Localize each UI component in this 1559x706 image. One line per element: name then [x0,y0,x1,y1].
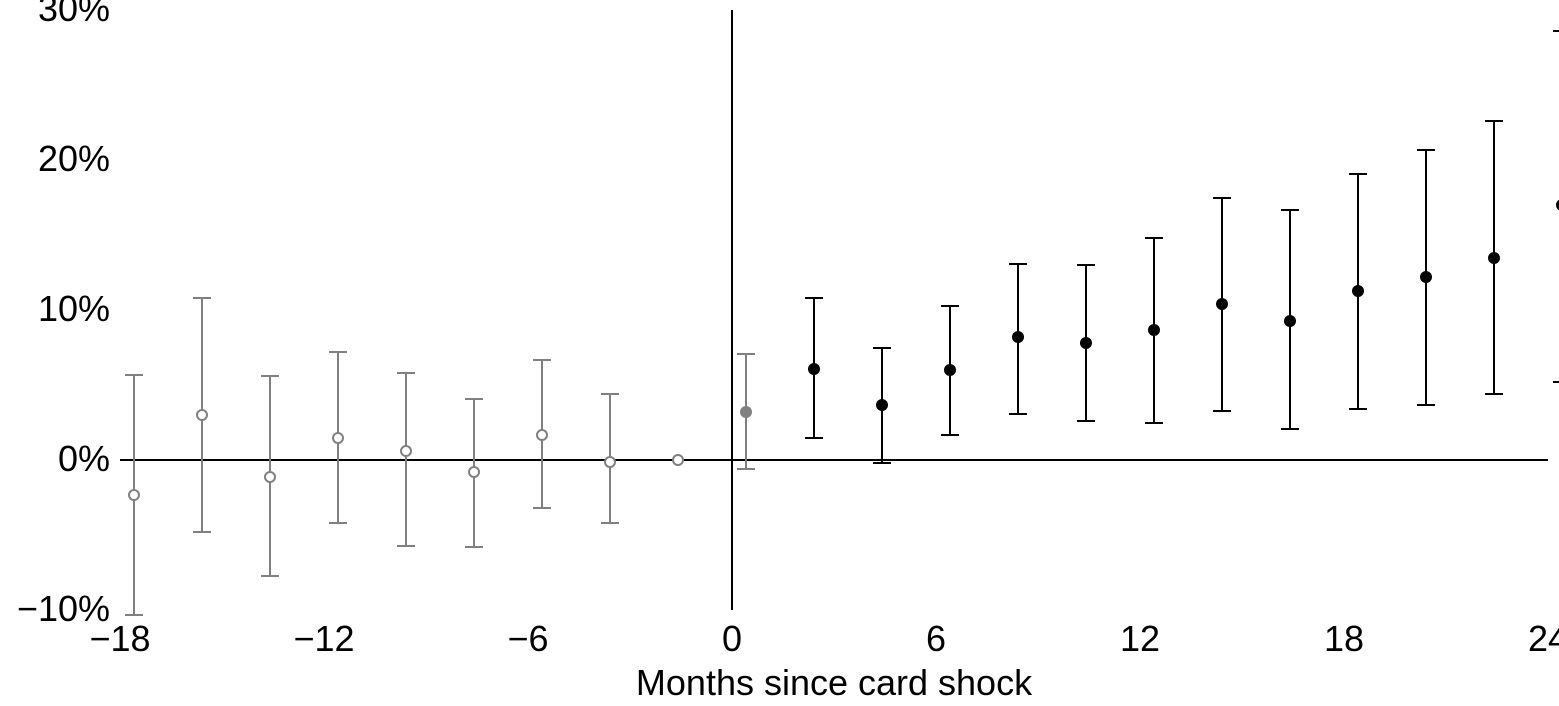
error-bar-cap [737,353,755,355]
error-bar-cap [329,351,347,353]
data-point [536,429,548,441]
data-point [944,364,956,376]
error-bar-cap [125,614,143,616]
data-point [740,406,752,418]
error-bar-cap [1281,428,1299,430]
data-point [468,466,480,478]
error-bar-cap [465,398,483,400]
error-bar-cap [941,434,959,436]
x-axis-label: Months since card shock [534,662,1134,704]
error-bar-cap [1349,408,1367,410]
error-bar-cap [1077,420,1095,422]
data-point [400,445,412,457]
data-point [672,454,684,466]
y-zero-line [120,459,1548,461]
error-bar-cap [329,522,347,524]
error-bar-cap [261,375,279,377]
error-bar-cap [1281,209,1299,211]
error-bar-cap [601,393,619,395]
data-point [1080,337,1092,349]
error-bar-cap [1417,404,1435,406]
error-bar-cap [397,372,415,374]
y-tick-label: 0% [58,438,110,480]
error-bar-cap [873,462,891,464]
data-point [264,471,276,483]
error-bar-cap [1417,149,1435,151]
error-bar-cap [1349,173,1367,175]
error-bar-cap [1009,263,1027,265]
error-bar-cap [873,347,891,349]
error-bar-cap [1145,237,1163,239]
data-point [1148,324,1160,336]
error-bar-cap [261,575,279,577]
x-tick-label: −6 [478,618,578,660]
data-point [876,399,888,411]
data-point [1012,331,1024,343]
error-bar [405,373,407,546]
y-tick-label: 10% [38,288,110,330]
data-point [808,363,820,375]
x-tick-label: 18 [1294,618,1394,660]
error-bar-cap [533,359,551,361]
error-bar-cap [1485,120,1503,122]
error-bar-cap [193,297,211,299]
x-tick-label: −18 [70,618,170,660]
data-point [196,409,208,421]
error-bar-cap [1009,413,1027,415]
error-bar-cap [1213,410,1231,412]
error-bar-cap [941,305,959,307]
y-tick-label: 30% [38,0,110,30]
x-tick-label: 24 [1498,618,1559,660]
error-bar-cap [1213,197,1231,199]
error-bar-cap [1145,422,1163,424]
data-point [604,456,616,468]
data-point [1284,315,1296,327]
x-zero-line [731,10,734,610]
error-bar-cap [397,545,415,547]
data-point [1352,285,1364,297]
error-bar-cap [805,437,823,439]
error-bar-cap [1553,30,1559,32]
data-point [1556,199,1559,211]
y-tick-label: 20% [38,138,110,180]
x-tick-label: 6 [886,618,986,660]
x-tick-label: −12 [274,618,374,660]
error-bar-cap [737,468,755,470]
data-point [1216,298,1228,310]
data-point [1420,271,1432,283]
error-bar-cap [533,507,551,509]
event-study-chart: −10% 0% 10% 20% 30% −18 −12 −6 0 6 12 18… [0,0,1559,706]
data-point [1488,252,1500,264]
x-tick-label: 0 [682,618,782,660]
error-bar-cap [465,546,483,548]
error-bar-cap [125,374,143,376]
error-bar-cap [601,522,619,524]
x-tick-label: 12 [1090,618,1190,660]
error-bar-cap [1077,264,1095,266]
error-bar-cap [1553,381,1559,383]
error-bar-cap [805,297,823,299]
data-point [128,489,140,501]
data-point [332,432,344,444]
error-bar-cap [193,531,211,533]
error-bar-cap [1485,393,1503,395]
